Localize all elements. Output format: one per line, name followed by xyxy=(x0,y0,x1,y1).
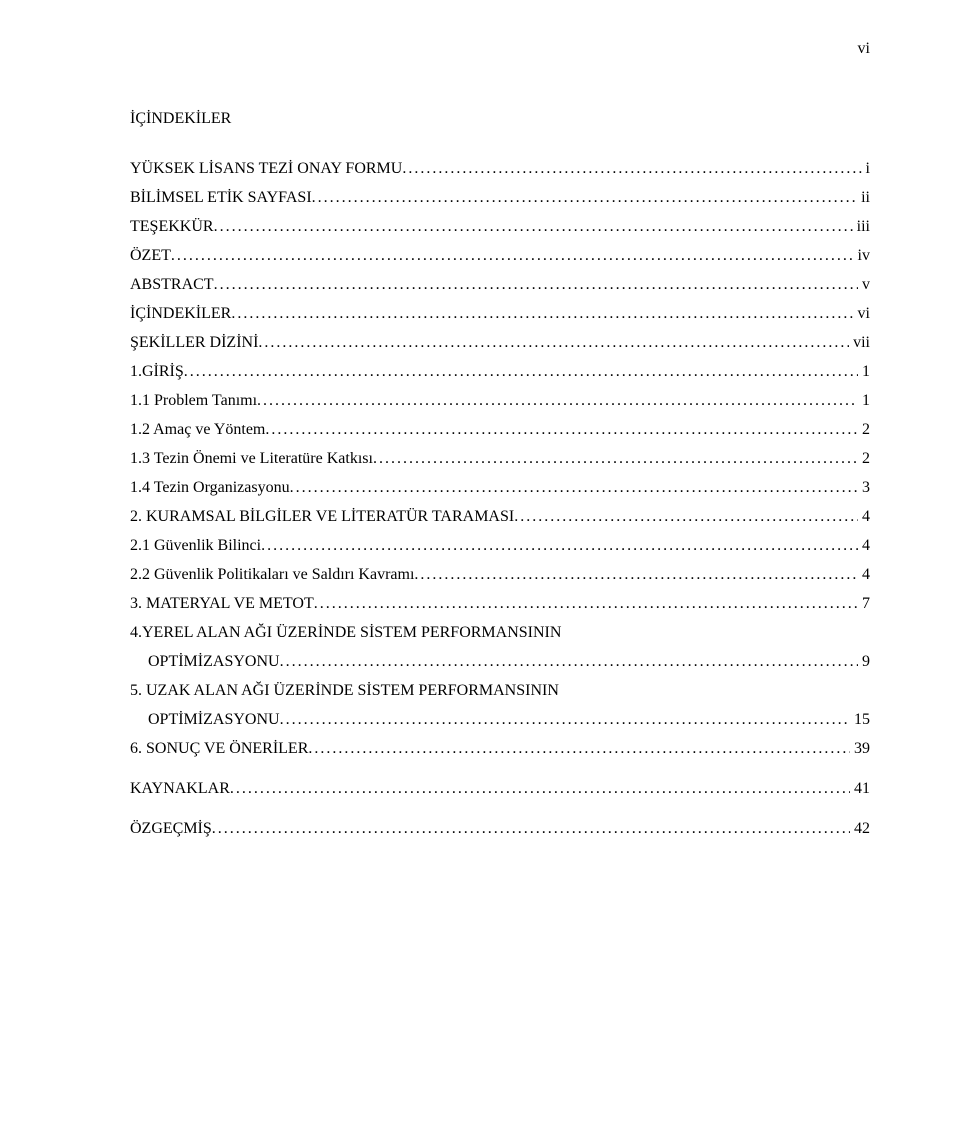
toc-entry-page: vii xyxy=(849,334,870,352)
toc-entry-label: 4.YEREL ALAN AĞI ÜZERİNDE SİSTEM PERFORM… xyxy=(130,624,561,642)
toc-entry-label: ÖZGEÇMİŞ xyxy=(130,820,212,838)
toc-entry-page: 1 xyxy=(858,392,870,410)
toc-entry-label: 2. KURAMSAL BİLGİLER VE LİTERATÜR TARAMA… xyxy=(130,508,514,526)
toc-leader xyxy=(261,537,858,555)
toc-entry: 4.YEREL ALAN AĞI ÜZERİNDE SİSTEM PERFORM… xyxy=(130,624,870,642)
toc-entry: İÇİNDEKİLER vi xyxy=(130,305,870,323)
toc-leader xyxy=(290,479,858,497)
toc-entry-page: 4 xyxy=(858,566,870,584)
toc-entry-label: 2.2 Güvenlik Politikaları ve Saldırı Kav… xyxy=(130,566,414,584)
toc-entry: 1.2 Amaç ve Yöntem 2 xyxy=(130,421,870,439)
toc-entry-page: v xyxy=(858,276,870,294)
toc-entry-label: 1.4 Tezin Organizasyonu xyxy=(130,479,290,497)
toc-title: İÇİNDEKİLER xyxy=(130,110,870,128)
toc-entry-page: 42 xyxy=(850,820,870,838)
toc-leader xyxy=(257,392,858,410)
toc-entry-page: 2 xyxy=(858,450,870,468)
toc-entry-page: 7 xyxy=(858,595,870,613)
toc-entry: YÜKSEK LİSANS TEZİ ONAY FORMU i xyxy=(130,160,870,178)
toc-entry-label: ÖZET xyxy=(130,247,171,265)
toc-entry-page: 41 xyxy=(850,780,870,798)
toc-entry: ABSTRACT v xyxy=(130,276,870,294)
toc-leader xyxy=(314,595,858,613)
toc-entry-page: 9 xyxy=(858,653,870,671)
toc-entry-label: 2.1 Güvenlik Bilinci xyxy=(130,537,261,555)
toc-entry-page: 4 xyxy=(858,508,870,526)
toc-entry-page: vi xyxy=(854,305,870,323)
toc-leader xyxy=(308,740,850,758)
toc-leader xyxy=(230,780,850,798)
toc-leader xyxy=(373,450,858,468)
toc-entry-label: YÜKSEK LİSANS TEZİ ONAY FORMU xyxy=(130,160,402,178)
toc-leader xyxy=(402,160,861,178)
toc-leader xyxy=(280,711,850,729)
toc-entry-label: BİLİMSEL ETİK SAYFASI xyxy=(130,189,312,207)
toc-entry-label: 5. UZAK ALAN AĞI ÜZERİNDE SİSTEM PERFORM… xyxy=(130,682,559,700)
toc-leader xyxy=(184,363,858,381)
toc-leader xyxy=(231,305,853,323)
toc-entry: OPTİMİZASYONU 9 xyxy=(130,653,870,671)
toc-entry: ÖZGEÇMİŞ 42 xyxy=(130,820,870,838)
toc-entry-label: ŞEKİLLER DİZİNİ xyxy=(130,334,258,352)
toc-entry-label: 3. MATERYAL VE METOT xyxy=(130,595,314,613)
toc-entry: 1.1 Problem Tanımı 1 xyxy=(130,392,870,410)
toc-body: YÜKSEK LİSANS TEZİ ONAY FORMU i BİLİMSEL E… xyxy=(130,160,870,838)
toc-entry: BİLİMSEL ETİK SAYFASI ii xyxy=(130,189,870,207)
toc-entry-label: OPTİMİZASYONU xyxy=(130,653,280,671)
toc-entry-page: 4 xyxy=(858,537,870,555)
toc-entry-page: iv xyxy=(854,247,870,265)
toc-entry-page: ii xyxy=(857,189,870,207)
toc-entry-label: 6. SONUÇ VE ÖNERİLER xyxy=(130,740,308,758)
toc-leader xyxy=(265,421,858,439)
toc-entry: TEŞEKKÜR iii xyxy=(130,218,870,236)
toc-entry: 1.3 Tezin Önemi ve Literatüre Katkısı 2 xyxy=(130,450,870,468)
toc-leader xyxy=(212,820,850,838)
toc-entry: 6. SONUÇ VE ÖNERİLER 39 xyxy=(130,740,870,758)
toc-leader xyxy=(312,189,857,207)
toc-leader xyxy=(214,218,853,236)
toc-entry: 2.1 Güvenlik Bilinci 4 xyxy=(130,537,870,555)
toc-entry-label: TEŞEKKÜR xyxy=(130,218,214,236)
toc-entry: 1.GİRİŞ 1 xyxy=(130,363,870,381)
toc-leader xyxy=(214,276,858,294)
toc-entry-page: 1 xyxy=(858,363,870,381)
toc-entry: ÖZET iv xyxy=(130,247,870,265)
toc-entry-page: 2 xyxy=(858,421,870,439)
toc-entry-page: i xyxy=(862,160,870,178)
toc-leader xyxy=(171,247,854,265)
page-number: vi xyxy=(858,40,870,58)
toc-entry: OPTİMİZASYONU 15 xyxy=(130,711,870,729)
toc-entry-label: 1.3 Tezin Önemi ve Literatüre Katkısı xyxy=(130,450,373,468)
toc-entry: 2. KURAMSAL BİLGİLER VE LİTERATÜR TARAMA… xyxy=(130,508,870,526)
toc-entry-label: İÇİNDEKİLER xyxy=(130,305,231,323)
toc-entry: 1.4 Tezin Organizasyonu 3 xyxy=(130,479,870,497)
toc-entry-label: 1.GİRİŞ xyxy=(130,363,184,381)
toc-entry-page: 39 xyxy=(850,740,870,758)
toc-entry-page: 3 xyxy=(858,479,870,497)
toc-entry: 3. MATERYAL VE METOT 7 xyxy=(130,595,870,613)
toc-entry-label: 1.2 Amaç ve Yöntem xyxy=(130,421,265,439)
toc-entry: ŞEKİLLER DİZİNİ vii xyxy=(130,334,870,352)
toc-entry: KAYNAKLAR 41 xyxy=(130,780,870,798)
toc-entry: 2.2 Güvenlik Politikaları ve Saldırı Kav… xyxy=(130,566,870,584)
toc-entry-label: KAYNAKLAR xyxy=(130,780,230,798)
toc-entry-label: ABSTRACT xyxy=(130,276,214,294)
toc-leader xyxy=(514,508,858,526)
toc-entry-page: 15 xyxy=(850,711,870,729)
toc-entry-page: iii xyxy=(853,218,870,236)
toc-leader xyxy=(258,334,849,352)
toc-leader xyxy=(280,653,858,671)
toc-container: İÇİNDEKİLER YÜKSEK LİSANS TEZİ ONAY FORM… xyxy=(130,110,870,849)
toc-entry: 5. UZAK ALAN AĞI ÜZERİNDE SİSTEM PERFORM… xyxy=(130,682,870,700)
toc-leader xyxy=(414,566,858,584)
toc-entry-label: 1.1 Problem Tanımı xyxy=(130,392,257,410)
toc-entry-label: OPTİMİZASYONU xyxy=(130,711,280,729)
